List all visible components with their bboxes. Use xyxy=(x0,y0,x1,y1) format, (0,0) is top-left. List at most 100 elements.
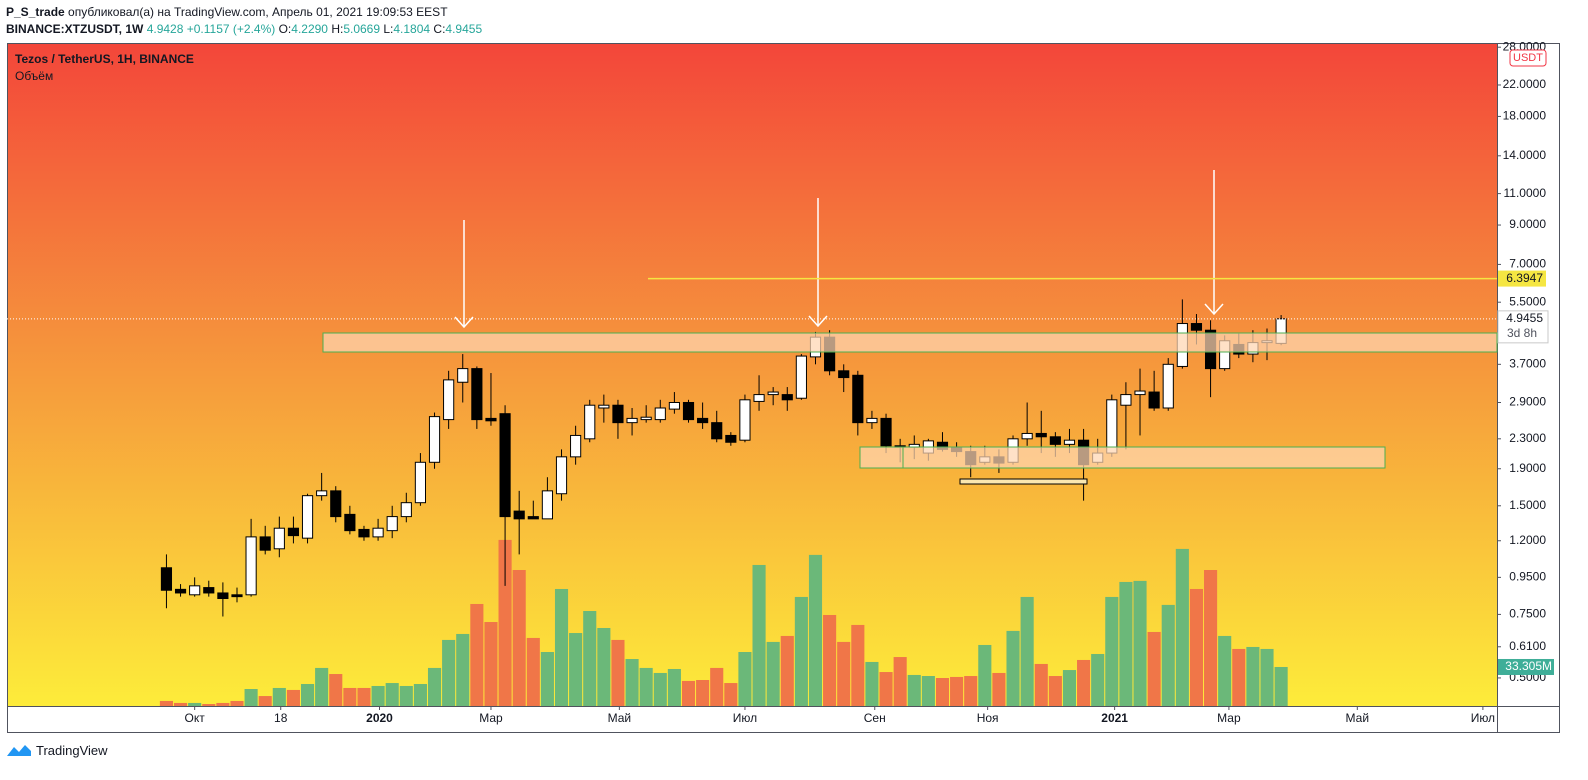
y-tick-label: 11.0000 xyxy=(1504,186,1547,200)
volume-bar xyxy=(794,596,808,706)
x-tick-label: Сен xyxy=(864,711,886,725)
candle-body xyxy=(316,490,328,497)
y-tick-label: 7.0000 xyxy=(1509,257,1546,271)
x-tick-label: Ноя xyxy=(977,711,999,725)
volume-bar xyxy=(1274,666,1288,706)
candle-body xyxy=(174,588,187,594)
candle-body xyxy=(767,391,779,396)
volume-bar xyxy=(978,644,992,706)
volume-bar xyxy=(1260,648,1274,706)
volume-bar xyxy=(1246,646,1260,706)
volume-bar xyxy=(1218,635,1232,706)
volume-bar xyxy=(300,683,315,706)
candle-body xyxy=(555,456,568,495)
candle-body xyxy=(386,516,398,532)
arrow-head xyxy=(1204,303,1224,316)
volume-bar xyxy=(413,683,427,706)
candle-body xyxy=(471,368,483,421)
x-tick-label: 18 xyxy=(274,711,288,725)
y-tick-label: 9.0000 xyxy=(1509,217,1546,231)
volume-legend: Объём xyxy=(15,69,53,83)
candle-body xyxy=(527,516,539,520)
volume-bar xyxy=(216,702,230,706)
candle-body xyxy=(499,413,511,518)
volume-bar xyxy=(837,641,851,706)
candle-body xyxy=(781,394,793,401)
volume-bar xyxy=(907,674,921,706)
x-tick-label: 2021 xyxy=(1101,711,1128,725)
currency: USDT xyxy=(1513,52,1543,64)
candle-body xyxy=(626,417,638,424)
volume-bar xyxy=(1189,588,1204,706)
y-tick-label: 1.2000 xyxy=(1509,533,1546,547)
volume-bar xyxy=(667,668,681,706)
publish-line: P_S_trade опубликовал(а) на TradingView.… xyxy=(6,4,482,21)
volume-bar xyxy=(597,627,611,706)
candle-body xyxy=(400,502,412,518)
volume-bar xyxy=(1147,631,1161,706)
volume-bar xyxy=(639,667,653,706)
footer: TradingView xyxy=(6,742,108,758)
candle-body xyxy=(668,401,680,410)
volume-bar xyxy=(893,657,907,706)
candle-body xyxy=(598,404,610,409)
candle-body xyxy=(541,490,553,520)
arrow-head xyxy=(454,316,474,329)
support-zone xyxy=(859,446,1386,469)
ohlc-value: 4.2290 xyxy=(291,22,328,36)
volume-bar xyxy=(1105,596,1119,706)
y-tick-label: 1.9000 xyxy=(1509,461,1546,475)
candle-body xyxy=(838,370,850,379)
volume-bar xyxy=(879,672,893,706)
volume-label: 33.305M xyxy=(1505,659,1552,673)
y-tick-label: 2.3000 xyxy=(1509,431,1546,445)
candle-body xyxy=(1063,439,1076,445)
candle-body xyxy=(189,585,201,596)
volume-bar xyxy=(498,539,512,706)
ohlc-value: 4.9455 xyxy=(445,22,483,36)
volume-bar xyxy=(442,639,456,706)
volume-bar xyxy=(484,622,498,706)
ohlc-value: 5.0669 xyxy=(343,22,381,36)
candle-body xyxy=(273,527,285,550)
y-tick-label: 0.6100 xyxy=(1509,639,1546,653)
author[interactable]: P_S_trade xyxy=(6,5,65,19)
price-label-bg xyxy=(1497,310,1549,344)
volume-bar xyxy=(696,679,710,706)
volume-bar xyxy=(964,676,978,706)
volume-label-bg xyxy=(1498,658,1554,675)
x-tick-label: Мар xyxy=(479,711,503,725)
x-tick-label: Июл xyxy=(1471,711,1495,725)
volume-bar xyxy=(357,687,371,706)
frame xyxy=(7,43,1560,733)
volume-bar xyxy=(752,564,766,706)
volume-bar xyxy=(1204,570,1218,706)
candle-body xyxy=(640,416,652,421)
volume-bar xyxy=(399,685,413,706)
candle-body xyxy=(203,587,215,594)
y-tick-label: 5.5000 xyxy=(1509,294,1546,308)
candle-body xyxy=(160,567,173,591)
candle-body xyxy=(711,422,723,440)
candle-body xyxy=(725,434,737,443)
volume-bar xyxy=(1161,604,1175,706)
last: 4.9428 xyxy=(146,22,184,36)
level-label: 6.3947 xyxy=(1506,271,1543,285)
volume-bar xyxy=(1175,548,1189,706)
volume-bar xyxy=(1091,653,1105,706)
volume-bar xyxy=(188,702,202,706)
candle-body xyxy=(217,592,229,600)
ohlc-key: L: xyxy=(383,22,394,36)
volume-bar xyxy=(1077,659,1091,706)
candle-body xyxy=(259,536,271,551)
ohlc-key: H: xyxy=(331,22,344,36)
volume-bar xyxy=(583,611,597,706)
volume-bar xyxy=(286,689,300,706)
volume-bar xyxy=(1048,676,1062,706)
symbol: BINANCE:XTZUSDT, 1W xyxy=(6,22,144,36)
candle-body xyxy=(287,527,300,537)
candle-body xyxy=(485,417,497,422)
plot-background xyxy=(7,43,1497,706)
candle-body xyxy=(682,401,695,421)
